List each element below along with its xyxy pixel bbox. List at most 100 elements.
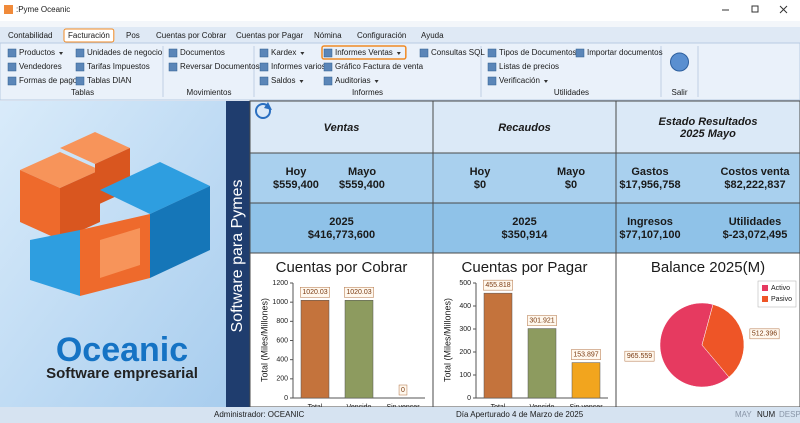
window-title: :Pyme Oceanic: [16, 5, 70, 14]
ribbon-button[interactable]: Informes varios: [271, 62, 326, 71]
data-label-box: [344, 286, 374, 298]
dashboard-cell: [615, 202, 800, 254]
ribbon-icon: [259, 62, 269, 72]
dashboard-cell: [249, 202, 434, 254]
data-label: 455.818: [485, 282, 510, 289]
metric-value: $350,914: [502, 229, 549, 241]
y-axis-label: Total (Miles/Millones): [259, 298, 269, 382]
ribbon-icon: [75, 76, 85, 86]
y-tick-label: 500: [459, 280, 471, 287]
dashboard-cell: [432, 202, 617, 254]
tab[interactable]: Configuración: [357, 31, 406, 40]
data-label-box: [571, 349, 601, 360]
dropdown-arrow: [396, 52, 401, 55]
data-label-box: [624, 350, 655, 362]
ribbon-group-label: Movimientos: [187, 88, 232, 97]
ribbon-icon: [419, 48, 429, 58]
ribbon-group-label: Utilidades: [554, 88, 589, 97]
dropdown-arrow: [374, 80, 379, 83]
dropdown-arrow: [300, 52, 305, 55]
close-button[interactable]: [779, 5, 788, 14]
ribbon-button[interactable]: Documentos: [180, 48, 225, 57]
ribbon-button[interactable]: Gráfico Factura de venta: [335, 62, 424, 71]
ribbon-icon: [7, 76, 17, 86]
metric-value: $0: [565, 179, 577, 191]
ribbon-button[interactable]: Tarifas Impuestos: [87, 62, 150, 71]
tab[interactable]: Nómina: [314, 31, 342, 40]
y-tick-label: 400: [276, 357, 288, 364]
ribbon-button[interactable]: Informes Ventas: [335, 48, 393, 57]
data-label: 1020.03: [302, 289, 327, 296]
dropdown-arrow: [299, 80, 304, 83]
dashboard-cell: [615, 100, 800, 154]
app-icon: [4, 5, 13, 14]
ribbon-button[interactable]: Productos: [19, 48, 55, 57]
y-tick-label: 1200: [272, 280, 288, 287]
y-tick-label: 100: [459, 372, 471, 379]
ribbon-button[interactable]: Listas de precios: [499, 62, 559, 71]
status-date: Día Aperturado 4 de Marzo de 2025: [456, 410, 584, 419]
legend-label: Pasivo: [771, 296, 792, 303]
exit-icon[interactable]: [670, 52, 689, 72]
ribbon-icon: [323, 62, 333, 72]
ribbon-button[interactable]: Auditorias: [335, 76, 371, 85]
metric-value: $559,400: [339, 179, 385, 191]
maximize-button[interactable]: [751, 5, 759, 13]
ribbon-button[interactable]: Saldos: [271, 76, 295, 85]
metric-label: Hoy: [470, 166, 492, 178]
data-label-box: [483, 279, 513, 291]
pie-slice: [701, 304, 745, 378]
tab[interactable]: Cuentas por Cobrar: [156, 31, 227, 40]
section-title: Recaudos: [498, 122, 551, 134]
ribbon-button[interactable]: Tipos de Documentos: [499, 48, 577, 57]
legend-swatch: [762, 285, 768, 291]
tab[interactable]: Pos: [126, 31, 140, 40]
ribbon-icon: [323, 48, 333, 58]
ribbon-button[interactable]: Verificación: [499, 76, 540, 85]
data-label: 301.921: [529, 317, 554, 324]
section-title: Estado Resultados: [658, 116, 757, 128]
metric-label: Costos venta: [720, 166, 790, 178]
dashboard-cell: [432, 100, 617, 154]
dropdown-arrow: [59, 52, 64, 55]
status-user: Administrador: OCEANIC: [214, 410, 304, 419]
ribbon-button[interactable]: Tablas DIAN: [87, 76, 132, 85]
tab[interactable]: Ayuda: [421, 31, 444, 40]
ribbon-button[interactable]: Unidades de negocio: [87, 48, 163, 57]
data-label: 965.559: [627, 353, 652, 360]
ribbon-button[interactable]: Kardex: [271, 48, 296, 57]
data-label: 153.897: [573, 351, 598, 358]
y-tick-label: 200: [276, 376, 288, 383]
ribbon-icon: [323, 76, 333, 86]
refresh-button[interactable]: [255, 102, 272, 119]
tab-selected: [63, 28, 115, 43]
ribbon-button[interactable]: Reversar Documentos: [180, 62, 260, 71]
sidebar-label: Software para Pymes: [229, 180, 246, 333]
dashboard-cell: [249, 152, 434, 204]
y-tick-label: 400: [459, 303, 471, 310]
data-label-box: [398, 384, 408, 396]
tab[interactable]: Contabilidad: [8, 31, 52, 40]
data-label: 0: [401, 387, 405, 394]
y-axis-label: Total (Miles/Millones): [442, 298, 452, 382]
ribbon-icon: [7, 62, 17, 72]
sidebar: [226, 101, 250, 407]
logo-graphic: [20, 132, 210, 296]
tab[interactable]: Facturación: [68, 31, 110, 40]
ribbon-icon: [487, 62, 497, 72]
ribbon-icon: [487, 48, 497, 58]
metric-value: $17,956,758: [619, 179, 680, 191]
title-bar: [0, 0, 800, 21]
bar: [483, 292, 513, 399]
ribbon-icon: [75, 48, 85, 58]
ribbon-button[interactable]: Vendedores: [19, 62, 62, 71]
ribbon-button[interactable]: Consultas SQL: [431, 48, 485, 57]
dashboard-cell: [432, 152, 617, 204]
ribbon-button[interactable]: Formas de pago: [19, 76, 78, 85]
y-tick-label: 200: [459, 349, 471, 356]
ribbon-button[interactable]: Importar documentos: [587, 48, 663, 57]
metric-label: Ingresos: [627, 216, 673, 228]
tab[interactable]: Cuentas por Pagar: [236, 31, 303, 40]
dashboard-cell: [249, 252, 434, 408]
chart-title: Cuentas por Pagar: [462, 259, 588, 276]
